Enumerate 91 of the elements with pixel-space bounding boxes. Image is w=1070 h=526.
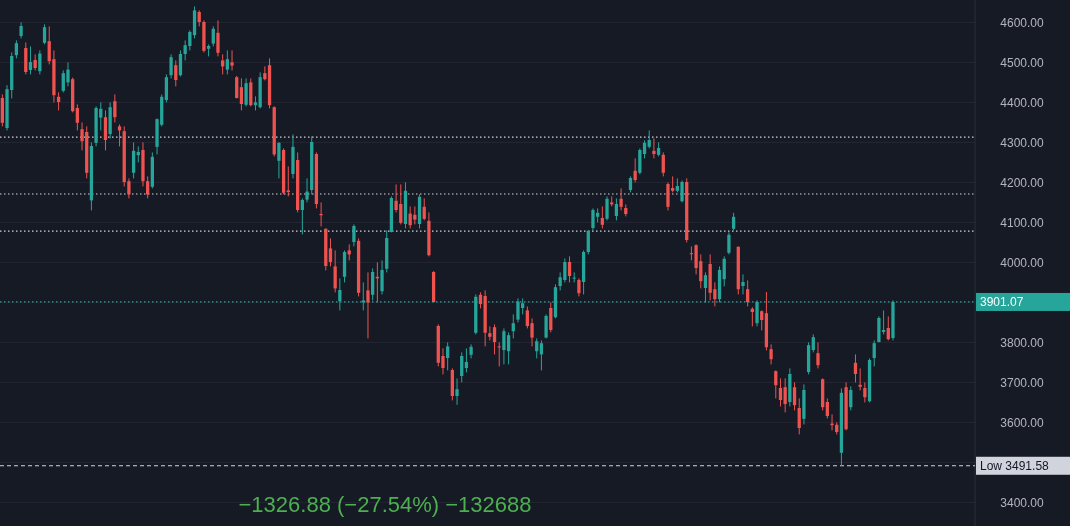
candlestick [605,195,609,221]
candlestick [783,377,787,413]
candlestick [567,255,572,283]
candlestick [638,147,642,175]
candlestick [797,397,801,435]
candlestick [300,197,304,235]
candlestick [216,19,220,57]
candlestick [446,341,450,371]
candlestick [178,49,183,77]
candlestick [66,61,70,87]
candlestick [221,53,225,75]
candlestick [760,309,764,331]
candlestick [666,181,670,211]
candlestick [244,77,248,107]
candlestick [778,377,783,407]
annotation: −1326.88 (−27.54%) −132688 [238,492,532,517]
candlestick [746,279,750,307]
candlestick [872,339,876,367]
y-tick-label: 4200.00 [1000,175,1045,190]
candlestick [849,385,853,411]
candlestick [305,177,309,203]
candlestick [591,207,595,231]
candlestick [727,231,731,255]
candlestick [460,351,464,383]
candlestick [249,77,253,107]
candlestick [774,369,778,399]
candlestick [586,229,590,255]
candlestick [600,205,604,229]
candlestick [352,223,356,247]
candlestick [286,165,290,197]
candlestick [769,343,773,365]
candlestick [652,137,656,159]
candlestick [563,257,567,283]
y-tick-label: 4100.00 [1000,215,1045,230]
candlestick [24,41,28,75]
candlestick [75,103,79,131]
candlestick [239,77,244,111]
candlestick [28,45,33,75]
candlestick [42,23,47,45]
candlestick [169,53,173,79]
candlestick [422,197,426,221]
candlestick [164,73,169,103]
candlestick [863,381,867,403]
candlestick [103,109,108,151]
y-tick-label: 4600.00 [1000,15,1045,30]
candlestick [464,347,469,373]
candlestick [492,323,497,355]
candlestick [572,271,576,283]
candlestick [328,237,333,267]
candlestick [319,201,323,227]
candlestick [455,377,459,406]
candlestick [619,187,623,211]
candlestick [661,151,665,177]
candlestick [333,249,337,293]
candlestick [113,93,117,123]
ref-line-label: 3901.07 [980,295,1024,310]
candlestick [188,29,192,51]
y-tick-label: 4300.00 [1000,135,1045,150]
candlestick [680,179,684,203]
candlestick [497,341,501,367]
candlestick [502,327,506,365]
candlestick [225,49,229,75]
ref-line-label: Low 3491.58 [980,458,1050,473]
candlestick [511,313,515,339]
candlestick [230,49,234,71]
candlestick [825,397,829,419]
candlestick [146,175,150,199]
candlestick [549,301,553,333]
candlestick [722,255,726,287]
y-tick-label: 4400.00 [1000,95,1045,110]
candlestick [633,157,637,183]
y-tick-label: 3800.00 [1000,335,1045,350]
candlestick [380,259,384,295]
candlestick [277,141,281,179]
candlestick [117,123,122,147]
candlestick [131,141,136,179]
candlestick [174,59,178,87]
candlestick [741,273,745,295]
candlestick [816,341,820,369]
y-tick-label: 3700.00 [1000,375,1045,390]
candlestick [792,381,797,411]
y-tick-label: 3400.00 [1000,495,1045,510]
y-tick-label: 4000.00 [1000,255,1045,270]
y-tick-label: 4500.00 [1000,55,1045,70]
candlestick [614,197,619,221]
y-tick-label: 3600.00 [1000,415,1045,430]
candlestick [877,315,881,343]
candlestick [211,25,215,47]
candlestick [535,337,539,359]
candlestick [506,331,511,365]
candlestick [366,271,370,339]
